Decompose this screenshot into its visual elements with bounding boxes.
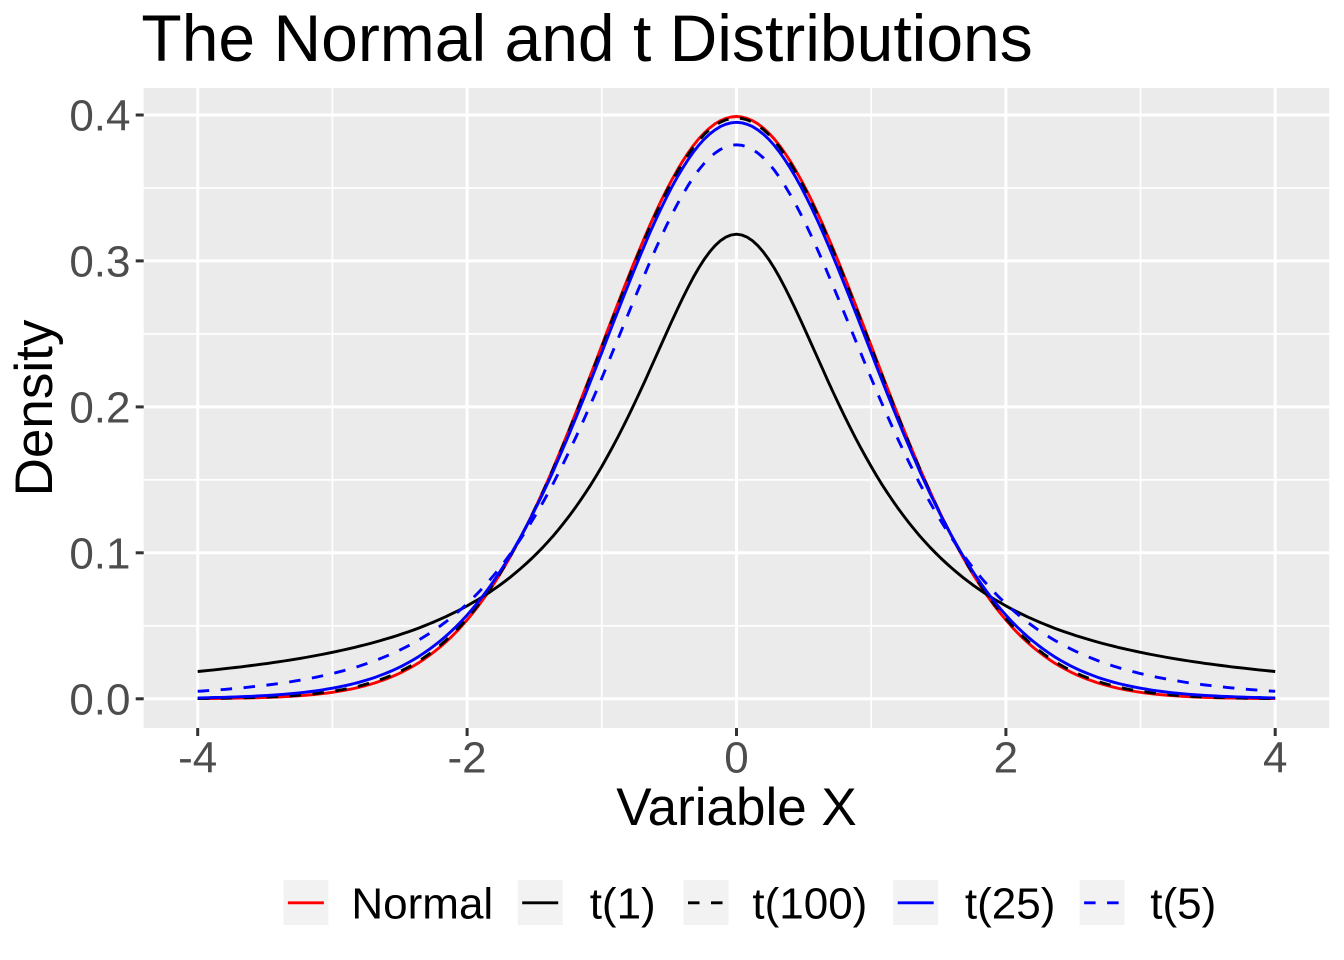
svg-text:Variable X: Variable X bbox=[616, 778, 857, 837]
svg-text:-4: -4 bbox=[178, 733, 217, 782]
svg-text:2: 2 bbox=[994, 733, 1018, 782]
svg-text:0.4: 0.4 bbox=[69, 92, 130, 141]
svg-text:0: 0 bbox=[724, 733, 748, 782]
svg-text:Density: Density bbox=[5, 319, 64, 496]
svg-text:0.0: 0.0 bbox=[69, 675, 130, 724]
svg-text:t(100): t(100) bbox=[752, 880, 867, 929]
svg-text:Normal: Normal bbox=[351, 880, 493, 929]
svg-text:The Normal and t Distributions: The Normal and t Distributions bbox=[141, 1, 1032, 75]
svg-text:t(5): t(5) bbox=[1150, 880, 1216, 929]
svg-text:0.3: 0.3 bbox=[69, 238, 130, 287]
svg-text:-2: -2 bbox=[448, 733, 487, 782]
svg-text:4: 4 bbox=[1263, 733, 1287, 782]
svg-text:t(25): t(25) bbox=[965, 880, 1055, 929]
svg-text:t(1): t(1) bbox=[590, 880, 656, 929]
svg-text:0.2: 0.2 bbox=[69, 384, 130, 433]
svg-text:0.1: 0.1 bbox=[69, 529, 130, 578]
